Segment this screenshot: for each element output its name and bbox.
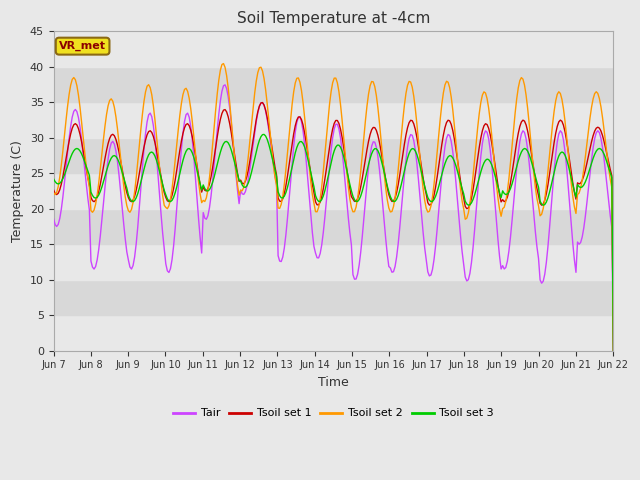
Bar <box>54 32 613 67</box>
Bar <box>54 315 613 350</box>
Bar <box>54 244 613 280</box>
X-axis label: Time: Time <box>318 376 349 389</box>
Bar <box>54 138 613 173</box>
Bar <box>54 173 613 209</box>
Title: Soil Temperature at -4cm: Soil Temperature at -4cm <box>237 11 430 26</box>
Text: VR_met: VR_met <box>59 41 106 51</box>
Bar <box>54 209 613 244</box>
Bar <box>54 280 613 315</box>
Y-axis label: Temperature (C): Temperature (C) <box>11 140 24 242</box>
Legend: Tair, Tsoil set 1, Tsoil set 2, Tsoil set 3: Tair, Tsoil set 1, Tsoil set 2, Tsoil se… <box>168 404 499 423</box>
Bar <box>54 67 613 102</box>
Bar <box>54 102 613 138</box>
